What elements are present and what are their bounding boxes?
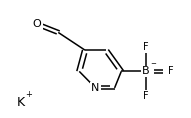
Text: F: F [168, 66, 174, 76]
Text: +: + [26, 90, 32, 99]
Text: −: − [150, 61, 156, 67]
Text: F: F [143, 91, 149, 101]
Text: F: F [143, 42, 149, 52]
Text: B: B [142, 66, 150, 76]
Text: O: O [33, 19, 42, 29]
Text: K: K [17, 96, 25, 109]
Text: N: N [91, 83, 100, 93]
